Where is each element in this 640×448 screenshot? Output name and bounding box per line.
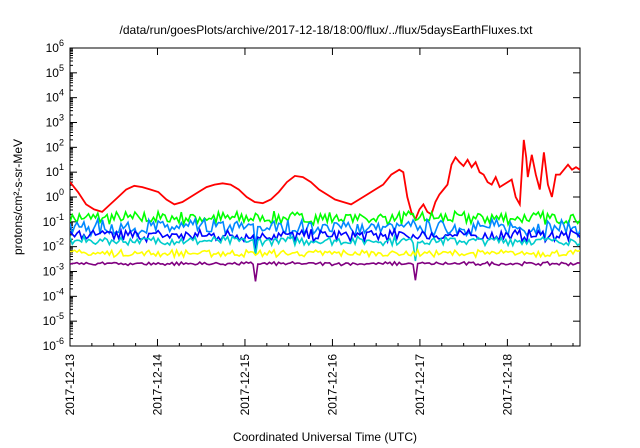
y-tick-label-5: 101 [46,162,64,179]
y-tick-label-6: 100 [46,187,64,204]
series-line-0 [70,139,580,222]
y-tick-label-2: 104 [46,88,64,105]
series-line-4 [70,233,580,262]
x-tick-label-4: 2017-12-17 [413,354,427,416]
y-tick-label-1: 105 [46,63,64,80]
y-tick-label-0: 106 [46,38,64,55]
x-tick-label-2: 2017-12-15 [238,354,252,416]
x-tick-label-1: 2017-12-14 [150,354,164,416]
x-axis-label: Coordinated Universal Time (UTC) [233,430,417,444]
y-tick-label-11: 10-5 [43,311,64,328]
x-tick-label-5: 2017-12-18 [500,354,514,416]
y-tick-label-8: 10-2 [43,237,64,254]
series-group [70,139,580,282]
plot-frame [69,47,581,347]
y-axis: 106 105 104 103 102 101 100 10-1 10-2 10-3 10-4 10-… [43,38,580,353]
series-line-2 [70,216,580,247]
y-tick-label-4: 102 [46,137,64,154]
x-tick-label-0: 2017-12-13 [63,354,77,416]
x-axis: 2017-12-13 2017-12-14 2017-12-15 2017-12-16… [63,48,574,416]
series-line-6 [70,260,580,282]
y-tick-label-3: 103 [46,113,64,130]
y-axis-label: protons/cm²-s-sr-MeV [11,139,25,255]
y-tick-label-10: 10-4 [43,286,64,303]
chart-title: /data/run/goesPlots/archive/2017-12-18/1… [120,23,534,37]
y-tick-label-12: 10-6 [43,336,64,353]
y-tick-label-9: 10-3 [43,262,64,279]
series-line-1 [70,208,580,228]
x-tick-label-3: 2017-12-16 [325,354,339,416]
y-tick-label-7: 10-1 [43,212,64,229]
series-line-5 [70,247,580,260]
